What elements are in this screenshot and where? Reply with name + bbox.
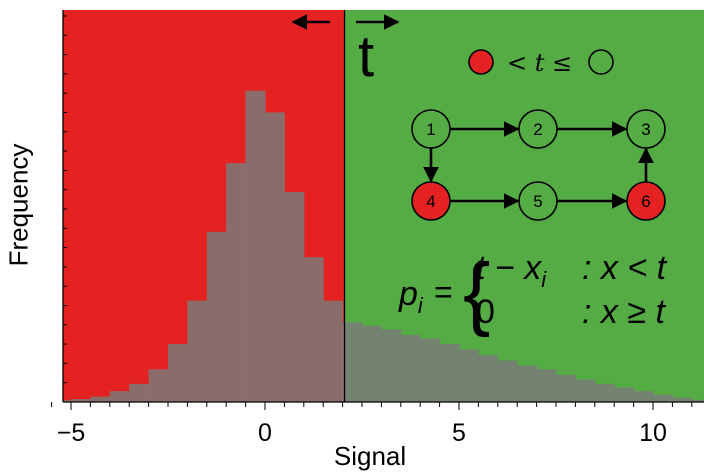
formula-brace: {	[463, 247, 490, 338]
histogram-bar	[245, 90, 266, 402]
graph-node-label: 6	[641, 192, 650, 211]
formula-lhs: p	[398, 275, 418, 313]
histogram-bar	[129, 383, 150, 402]
graph-node-6	[626, 181, 666, 221]
svg-text:pi: pi	[398, 275, 424, 318]
histogram-bar	[420, 338, 441, 402]
histogram-bar	[206, 231, 227, 402]
histogram-bar	[284, 192, 305, 402]
graph-node-4	[411, 181, 451, 221]
histogram-bar	[672, 397, 693, 402]
graph-node-3	[626, 109, 666, 149]
histogram-bar	[556, 374, 576, 402]
case2-condition: : x ≥ t	[582, 293, 666, 331]
x-axis-label: Signal	[333, 441, 407, 471]
graph-node-label: 5	[533, 192, 542, 211]
graph-node-label: 4	[426, 192, 435, 211]
histogram-bar	[400, 335, 421, 402]
red-circle-marker	[468, 49, 494, 75]
histogram-bar	[226, 163, 247, 402]
axes	[62, 10, 704, 403]
graph-node-1	[411, 109, 451, 149]
histogram-bar	[90, 396, 111, 402]
histogram-bar	[168, 344, 188, 402]
threshold-label: t	[358, 24, 374, 89]
histogram-bar	[478, 354, 499, 402]
legend-condition: < t ≤	[507, 49, 572, 77]
histogram-bar	[187, 300, 208, 402]
y-axis-ticks	[63, 15, 67, 384]
histogram-bar	[439, 344, 460, 402]
x-tick-label: 5	[452, 419, 466, 447]
graph-node-5	[518, 181, 558, 221]
histogram-bar	[342, 322, 363, 402]
graph-node-label: 3	[641, 120, 650, 139]
histogram-bar	[362, 325, 382, 402]
legend: < t ≤	[468, 49, 614, 77]
histogram	[63, 90, 704, 402]
histogram-bar	[109, 391, 130, 402]
histogram-bar	[459, 349, 479, 402]
histogram-bar	[63, 400, 72, 402]
formula-lhs-sub: i	[418, 293, 424, 318]
x-tick-label: 10	[639, 419, 667, 447]
histogram-bar	[536, 369, 557, 402]
graph-node-2	[518, 109, 558, 149]
histogram-bar	[633, 391, 654, 402]
histogram-bar	[265, 112, 285, 402]
x-tick-label: 0	[258, 419, 272, 447]
histogram-bar	[614, 387, 635, 402]
histogram-bar	[594, 383, 615, 402]
graph-node-label: 2	[533, 120, 542, 139]
case2-expr: 0	[476, 293, 495, 331]
y-axis-label: Frequency	[3, 143, 34, 267]
case1-sub: i	[541, 267, 547, 292]
histogram-bar	[497, 360, 518, 402]
formula: pi = { t − xi : x < t 0 : x ≥ t	[398, 247, 668, 338]
x-tick-label: −5	[57, 419, 86, 447]
case1-expr: t − x	[476, 249, 542, 287]
formula-equals: =	[434, 274, 453, 310]
histogram-bar	[148, 369, 169, 402]
histogram-bar	[303, 257, 324, 402]
x-axis-ticks: −5 0 5 10	[51, 402, 693, 447]
histogram-bar	[71, 399, 91, 402]
histogram-bar	[323, 300, 344, 402]
histogram-bar	[575, 379, 596, 402]
green-circle-marker	[588, 49, 614, 75]
node-graph: 1 2 3 4 5 6	[411, 109, 666, 221]
graph-node-label: 1	[426, 120, 435, 139]
histogram-bar	[653, 394, 673, 402]
histogram-bar	[381, 329, 402, 402]
case1-condition: : x < t	[582, 249, 668, 287]
histogram-bar	[691, 399, 704, 402]
svg-text:t − xi: t − xi	[476, 249, 547, 292]
histogram-bar	[517, 365, 538, 402]
